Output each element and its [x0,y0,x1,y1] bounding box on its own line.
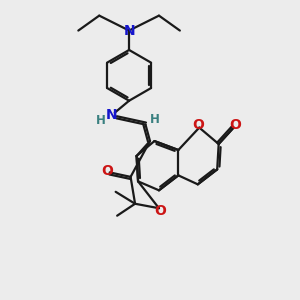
Text: O: O [101,164,112,178]
Text: O: O [192,118,204,132]
Text: H: H [149,113,159,126]
Text: N: N [123,24,135,38]
Text: N: N [105,108,117,122]
Text: O: O [154,204,166,218]
Text: H: H [96,114,106,127]
Text: O: O [229,118,241,132]
